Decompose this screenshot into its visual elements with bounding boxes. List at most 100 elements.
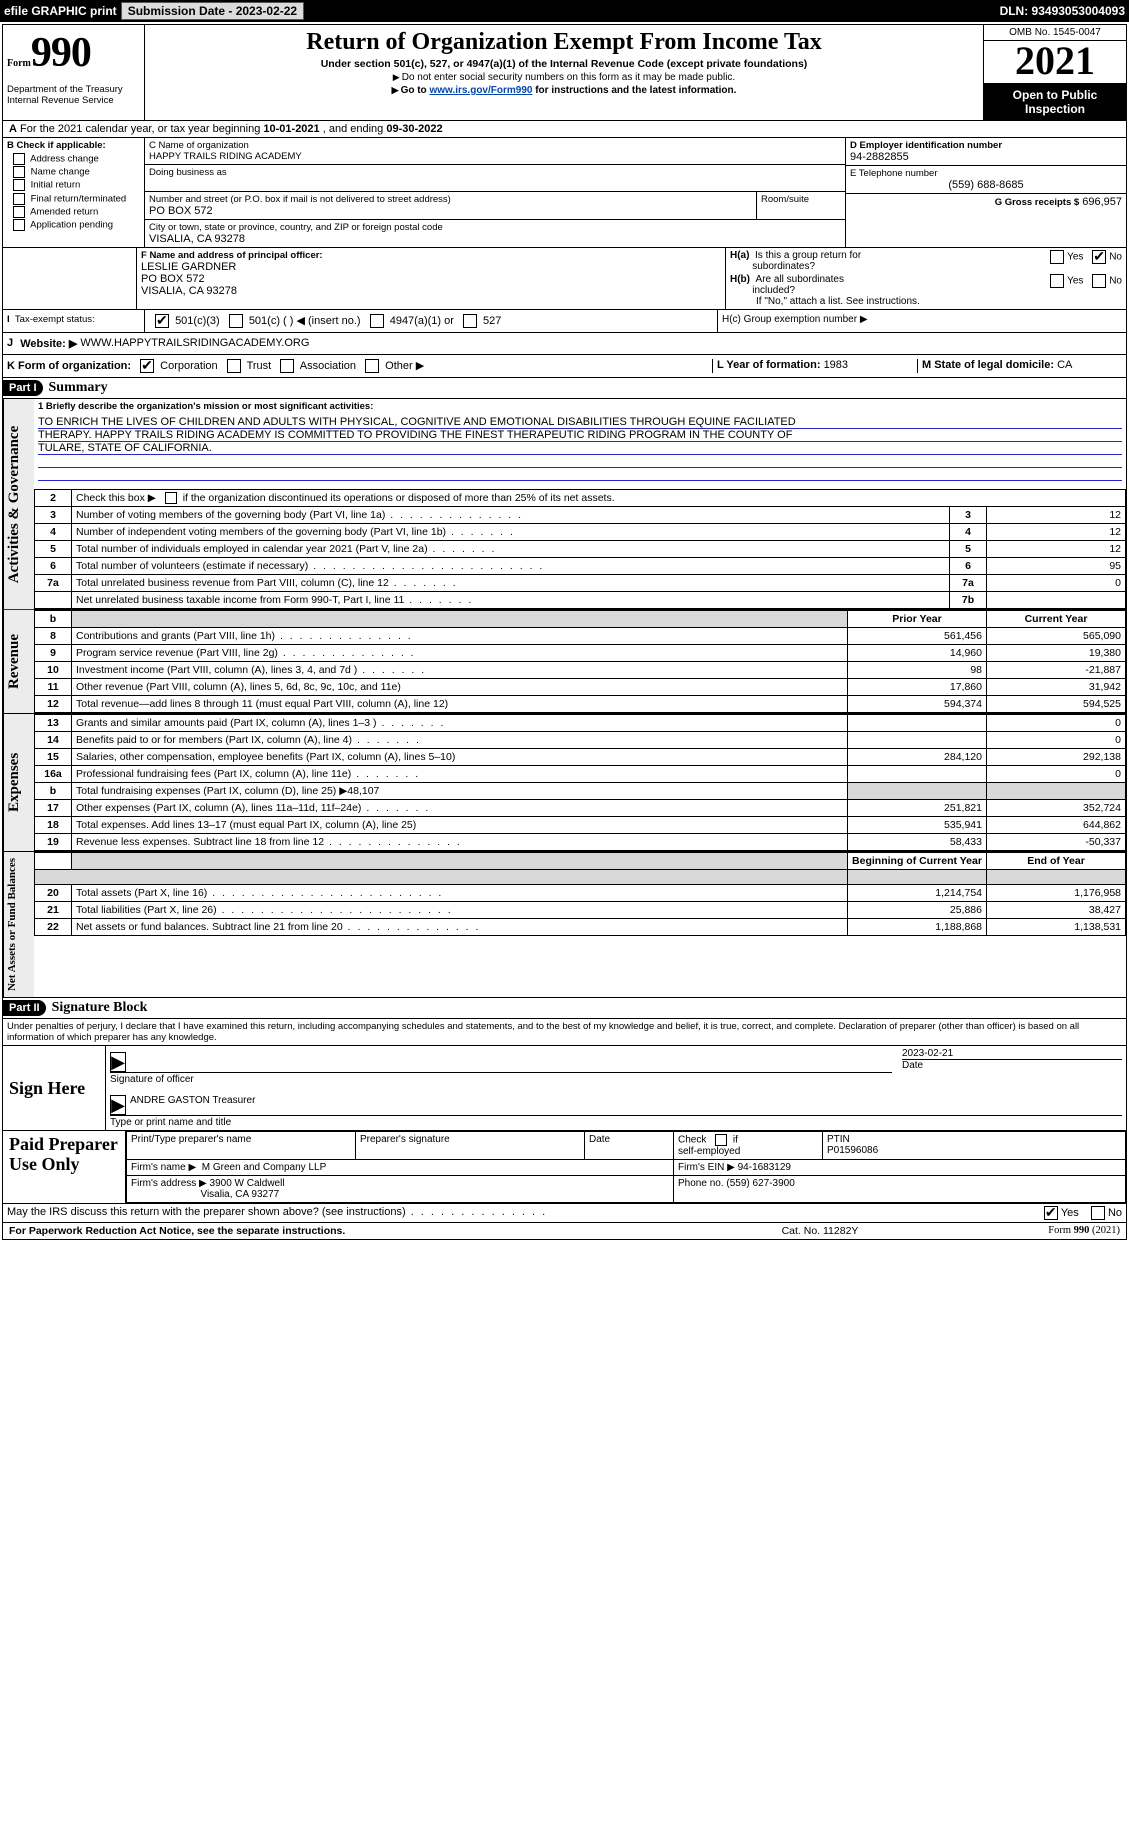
cb-name-change[interactable]: Name change xyxy=(7,166,140,179)
q2: Check this box ▶ if the organization dis… xyxy=(72,490,1126,507)
h-a: H(a) Is this a group return for subordin… xyxy=(730,250,1044,272)
hb-no[interactable] xyxy=(1092,274,1106,288)
sign-here-block: Sign Here ▶ Signature of officer 2023-02… xyxy=(3,1045,1126,1131)
header-left: Form990 Department of the Treasury Inter… xyxy=(3,25,145,120)
ck-assoc[interactable] xyxy=(280,359,294,373)
discuss-no[interactable] xyxy=(1091,1206,1105,1220)
paid-preparer-grid: Print/Type preparer's name Preparer's si… xyxy=(126,1131,1126,1203)
block-b-title: B Check if applicable: xyxy=(7,140,140,153)
block-b: B Check if applicable: Address change Na… xyxy=(3,138,145,247)
cb-address-change[interactable]: Address change xyxy=(7,153,140,166)
header-right: OMB No. 1545-0047 2021 Open to Public In… xyxy=(983,25,1126,120)
form-footer: For Paperwork Reduction Act Notice, see … xyxy=(3,1223,1126,1239)
header-mid: Return of Organization Exempt From Incom… xyxy=(145,25,983,120)
entity-block: B Check if applicable: Address change Na… xyxy=(3,138,1126,248)
ag-table: 2Check this box ▶ if the organization di… xyxy=(34,489,1126,609)
sign-here-label: Sign Here xyxy=(3,1046,106,1130)
city-state-zip: VISALIA, CA 93278 xyxy=(149,233,841,245)
h-b: H(b) Are all subordinates included? xyxy=(730,274,1044,296)
revenue-table: bPrior YearCurrent Year 8Contributions a… xyxy=(34,610,1126,713)
ck-501c3[interactable] xyxy=(155,314,169,328)
efile-topbar: efile GRAPHIC print Submission Date - 20… xyxy=(0,0,1129,22)
status-hc-row: I Tax-exempt status: 501(c)(3) 501(c) ( … xyxy=(3,310,1126,333)
form-ref: Form 990 (2021) xyxy=(920,1225,1120,1237)
prep-sig-h: Preparer's signature xyxy=(356,1132,585,1160)
block-h: H(a) Is this a group return for subordin… xyxy=(725,248,1126,309)
open-to-public: Open to Public Inspection xyxy=(984,84,1126,120)
paperwork-notice: For Paperwork Reduction Act Notice, see … xyxy=(9,1225,720,1237)
ck-discontinued[interactable] xyxy=(165,492,177,504)
signer-name-label: Type or print name and title xyxy=(110,1117,1122,1128)
expenses-section: Expenses 13Grants and similar amounts pa… xyxy=(3,713,1126,851)
firm-ein: Firm's EIN ▶ 94-1683129 xyxy=(674,1160,1126,1176)
irs-link[interactable]: www.irs.gov/Form990 xyxy=(429,85,532,96)
ck-501c[interactable] xyxy=(229,314,243,328)
form-page: Form990 Department of the Treasury Inter… xyxy=(2,24,1127,1240)
cb-initial-return[interactable]: Initial return xyxy=(7,179,140,192)
sign-area: ▶ Signature of officer 2023-02-21 Date ▶… xyxy=(106,1046,1126,1130)
officer-addr2: VISALIA, CA 93278 xyxy=(141,285,721,297)
discuss-row: May the IRS discuss this return with the… xyxy=(3,1204,1126,1223)
paid-preparer-block: Paid Preparer Use Only Print/Type prepar… xyxy=(3,1131,1126,1204)
mission-q: 1 Briefly describe the organization's mi… xyxy=(34,399,1126,414)
block-d: D Employer identification number 94-2882… xyxy=(846,138,1126,166)
part2-title: Signature Block xyxy=(46,998,154,1018)
vtab-revenue: Revenue xyxy=(3,610,34,713)
website-url: WWW.HAPPYTRAILSRIDINGACADEMY.ORG xyxy=(80,337,309,350)
cb-application-pending[interactable]: Application pending xyxy=(7,219,140,232)
cb-final-return[interactable]: Final return/terminated xyxy=(7,193,140,206)
block-cde: C Name of organization HAPPY TRAILS RIDI… xyxy=(145,138,1126,247)
city-row: City or town, state or province, country… xyxy=(145,220,845,247)
ein-value: 94-2882855 xyxy=(850,151,1122,163)
ck-527[interactable] xyxy=(463,314,477,328)
tax-year: 2021 xyxy=(984,41,1126,84)
website-row: J Website: ▶ WWW.HAPPYTRAILSRIDINGACADEM… xyxy=(3,333,1126,355)
tax-exempt-opts: 501(c)(3) 501(c) ( ) ◀ (insert no.) 4947… xyxy=(145,310,717,332)
signer-name: ANDRE GASTON Treasurer xyxy=(130,1095,255,1115)
ck-4947[interactable] xyxy=(370,314,384,328)
gross-receipts: 696,957 xyxy=(1082,196,1122,208)
irs-label: Internal Revenue Service xyxy=(7,95,140,106)
expenses-table: 13Grants and similar amounts paid (Part … xyxy=(34,714,1126,851)
sig-officer-label: Signature of officer xyxy=(110,1074,892,1085)
form-title: Return of Organization Exempt From Incom… xyxy=(151,29,977,56)
cb-amended-return[interactable]: Amended return xyxy=(7,206,140,219)
prep-date-h: Date xyxy=(585,1132,674,1160)
paid-preparer-label: Paid Preparer Use Only xyxy=(3,1131,126,1203)
firm-addr: Firm's address ▶ 3900 W Caldwell Visalia… xyxy=(127,1176,674,1203)
year-formation: L Year of formation: 1983 xyxy=(712,359,917,373)
ck-self-employed[interactable] xyxy=(715,1134,727,1146)
efile-label: efile GRAPHIC print xyxy=(4,4,117,18)
revenue-section: Revenue bPrior YearCurrent Year 8Contrib… xyxy=(3,610,1126,713)
state-domicile: M State of legal domicile: CA xyxy=(917,359,1122,373)
korg-row: K Form of organization: Corporation Trus… xyxy=(3,355,1126,378)
room-suite: Room/suite xyxy=(756,192,845,219)
ck-corp[interactable] xyxy=(140,359,154,373)
sign-date-label: Date xyxy=(902,1060,1122,1071)
ck-trust[interactable] xyxy=(227,359,241,373)
officer-addr1: PO BOX 572 xyxy=(141,273,721,285)
block-deg: D Employer identification number 94-2882… xyxy=(845,138,1126,247)
block-e: E Telephone number (559) 688-8685 xyxy=(846,166,1126,194)
form-subtitle: Under section 501(c), 527, or 4947(a)(1)… xyxy=(151,58,977,70)
sign-date: 2023-02-21 xyxy=(902,1048,1122,1060)
tax-exempt-label: I Tax-exempt status: xyxy=(3,310,145,332)
ha-yes[interactable] xyxy=(1050,250,1064,264)
vtab-netassets: Net Assets or Fund Balances xyxy=(3,852,34,997)
street-row: Number and street (or P.O. box if mail i… xyxy=(145,192,845,220)
form-of-org: K Form of organization: Corporation Trus… xyxy=(7,359,712,373)
part2-header: Part II Signature Block xyxy=(3,997,1126,1018)
submission-date-button[interactable]: Submission Date - 2023-02-22 xyxy=(121,2,304,20)
period-line: A For the 2021 calendar year, or tax yea… xyxy=(3,121,1126,138)
netassets-section: Net Assets or Fund Balances Beginning of… xyxy=(3,851,1126,997)
prep-self: Check ifself-employed xyxy=(674,1132,823,1160)
dba-row: Doing business as xyxy=(145,165,845,192)
org-name: HAPPY TRAILS RIDING ACADEMY xyxy=(149,151,841,162)
discuss-yes[interactable] xyxy=(1044,1206,1058,1220)
phone-value: (559) 688-8685 xyxy=(850,179,1122,191)
cat-no: Cat. No. 11282Y xyxy=(720,1225,920,1237)
ck-other[interactable] xyxy=(365,359,379,373)
sig-arrow-icon: ▶ xyxy=(110,1052,126,1072)
hb-yes[interactable] xyxy=(1050,274,1064,288)
ha-no[interactable] xyxy=(1092,250,1106,264)
